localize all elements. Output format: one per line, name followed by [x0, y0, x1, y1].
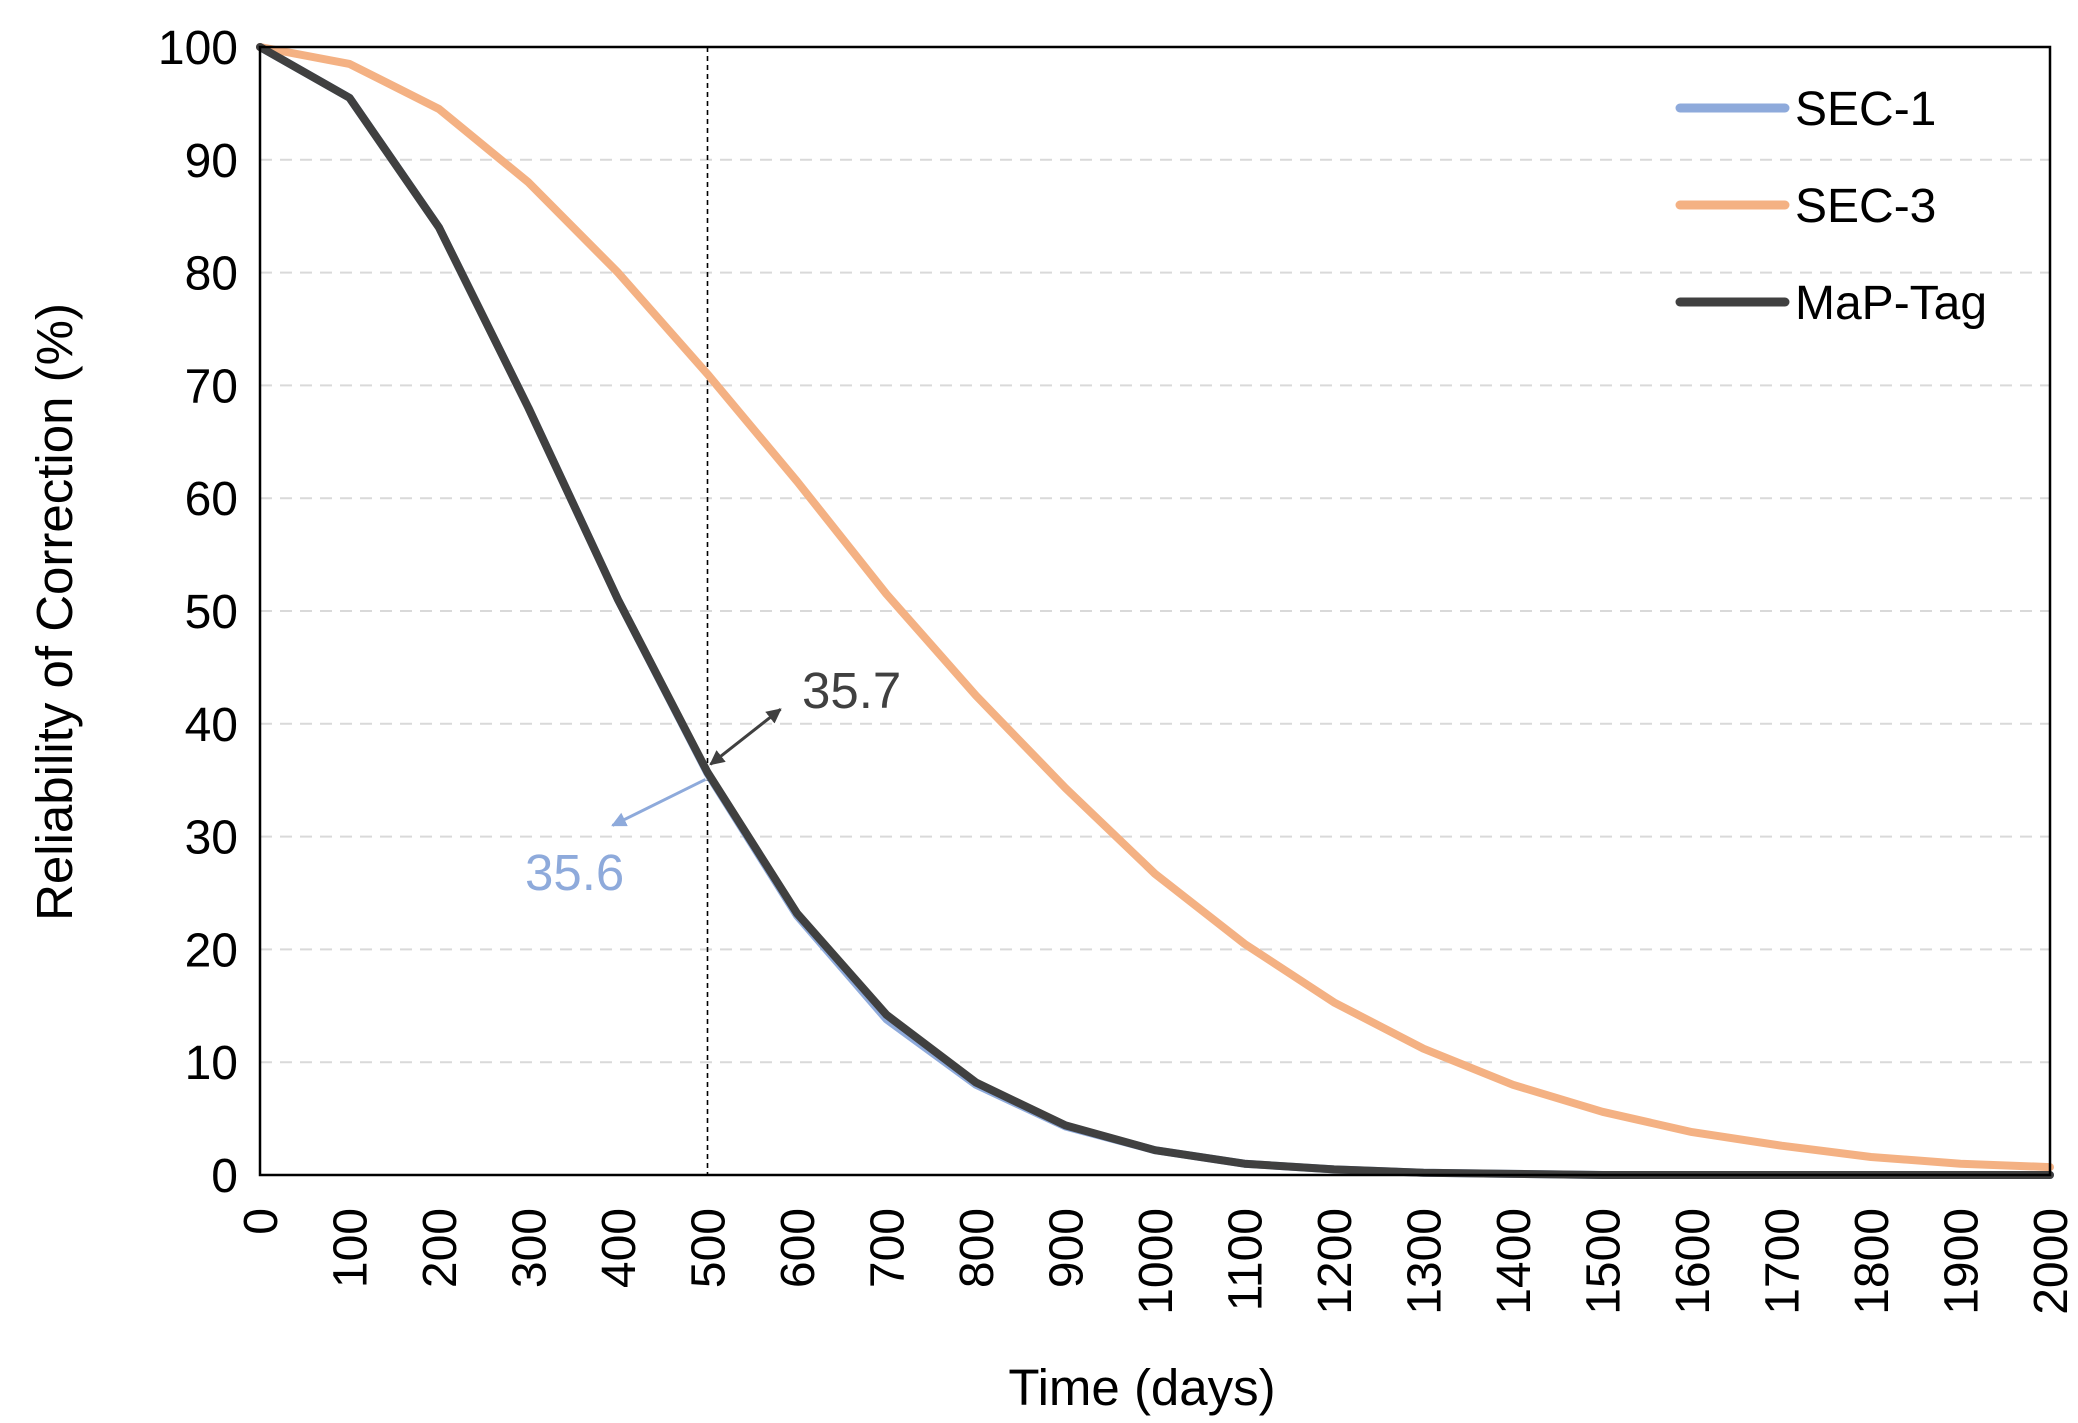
x-tick-label: 1400: [1488, 1208, 1541, 1315]
x-tick-label: 400: [593, 1208, 646, 1288]
y-tick-label: 0: [211, 1150, 238, 1203]
legend-label-sec1: SEC-1: [1795, 83, 1936, 136]
x-tick-label: 1600: [1667, 1208, 1720, 1315]
y-axis-title: Reliability of Correction (%): [26, 303, 83, 921]
x-axis-title: Time (days): [1008, 1359, 1275, 1416]
annotation-arrow-sec1: [611, 778, 707, 827]
x-tick-label: 2000: [2025, 1208, 2078, 1315]
x-tick-label: 1000: [1130, 1208, 1183, 1315]
x-tick-label: 1300: [1399, 1208, 1452, 1315]
x-tick-label: 1900: [1936, 1208, 1989, 1315]
x-tick-label: 1200: [1309, 1208, 1362, 1315]
annotation-label-sec1: 35.6: [525, 844, 624, 901]
y-tick-label: 10: [185, 1037, 238, 1090]
y-tick-label: 50: [185, 586, 238, 639]
x-tick-label: 1100: [1220, 1208, 1273, 1311]
x-tick-label: 500: [683, 1208, 736, 1288]
legend-label-sec3: SEC-3: [1795, 180, 1936, 233]
annotation-arrow-maptag: [709, 708, 782, 766]
x-axis-ticks: 0 100 200 300 400 500 600 700 800 900 1000 1100 1200…: [235, 1208, 2078, 1315]
x-tick-label: 1500: [1578, 1208, 1631, 1315]
y-tick-label: 70: [185, 360, 238, 413]
x-tick-label: 1800: [1846, 1208, 1899, 1315]
x-tick-label: 0: [235, 1208, 288, 1235]
y-tick-label: 60: [185, 473, 238, 526]
x-tick-label: 800: [951, 1208, 1004, 1288]
plot-frame: [258, 45, 2052, 1177]
x-tick-label: 1700: [1757, 1208, 1810, 1315]
y-tick-label: 100: [158, 22, 238, 75]
y-tick-label: 80: [185, 248, 238, 301]
series-line-sec-3: [256, 43, 2054, 1172]
y-tick-label: 20: [185, 924, 238, 977]
legend-label-maptag: MaP-Tag: [1795, 277, 1987, 330]
x-tick-label: 300: [504, 1208, 557, 1288]
legend: SEC-1 SEC-3 MaP-Tag: [1675, 83, 1987, 330]
y-tick-label: 30: [185, 812, 238, 865]
gridlines: [260, 158, 2050, 1064]
x-tick-label: 200: [414, 1208, 467, 1288]
x-tick-label: 600: [772, 1208, 825, 1288]
y-tick-label: 90: [185, 135, 238, 188]
x-tick-label: 100: [325, 1208, 378, 1288]
x-tick-label: 900: [1041, 1208, 1094, 1288]
x-tick-label: 700: [862, 1208, 915, 1288]
annotation-label-maptag: 35.7: [802, 662, 901, 719]
y-tick-label: 40: [185, 699, 238, 752]
y-axis-ticks: 0 10 20 30 40 50 60 70 80 90 100: [158, 22, 238, 1203]
